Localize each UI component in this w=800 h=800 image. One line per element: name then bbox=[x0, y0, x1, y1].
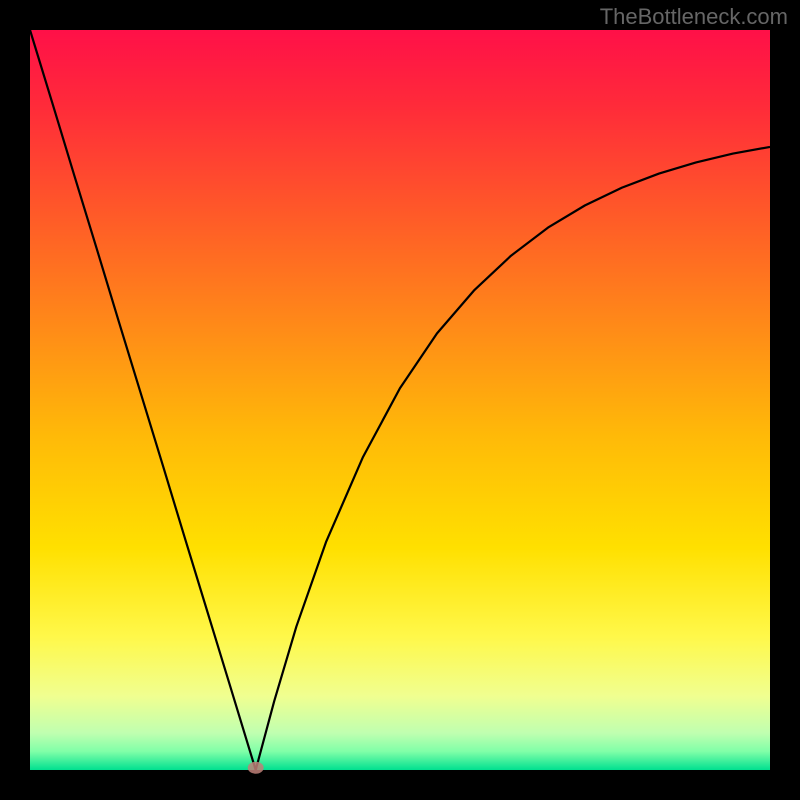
watermark-text: TheBottleneck.com bbox=[600, 4, 788, 30]
plot-background bbox=[30, 30, 770, 770]
optimal-point-marker bbox=[248, 762, 264, 774]
bottleneck-chart bbox=[0, 0, 800, 800]
chart-container: TheBottleneck.com bbox=[0, 0, 800, 800]
